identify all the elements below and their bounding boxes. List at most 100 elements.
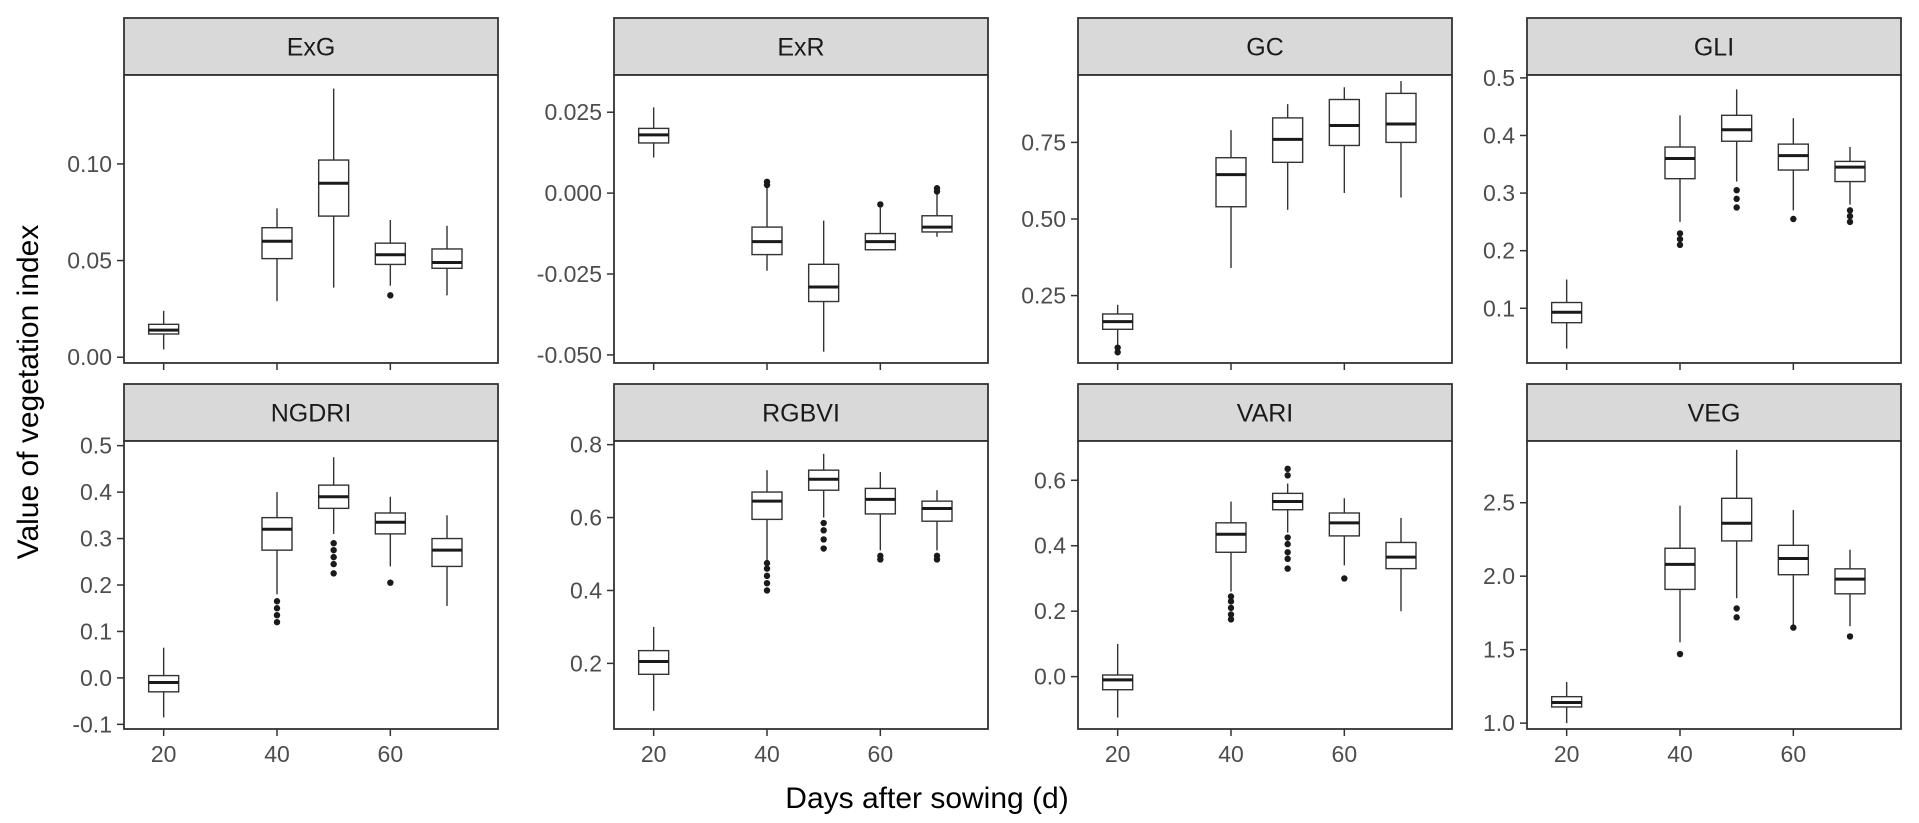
box-outlier — [330, 546, 337, 554]
panel-border — [613, 440, 989, 730]
box-outlier — [1227, 616, 1235, 623]
facet-strip-label: VEG — [1688, 400, 1741, 428]
box-outlier — [820, 536, 827, 543]
facet-strip — [123, 17, 499, 76]
box-iqr — [261, 226, 293, 260]
panel-border — [123, 440, 499, 730]
box-iqr — [864, 487, 897, 515]
boxplot-box — [374, 496, 407, 586]
box-iqr — [1664, 146, 1696, 180]
x-axis-title: Days after sowing (d) — [785, 782, 1068, 815]
box-outlier — [820, 527, 827, 534]
facet-panel: VARI 0.0 0.2 0.4 0.6 20 40 60 — [1034, 383, 1453, 767]
box-outlier — [1227, 604, 1235, 612]
facet-panel: GC 0.25 0.50 0.75 — [1021, 17, 1453, 370]
x-tick-label: 60 — [868, 741, 894, 767]
x-tick-label: 60 — [378, 741, 404, 767]
y-tick-label: 0.75 — [1021, 129, 1066, 155]
box-outlier — [820, 519, 827, 527]
box-iqr — [1215, 157, 1247, 208]
boxplot-box — [1271, 465, 1304, 572]
box-iqr — [431, 537, 463, 568]
y-tick-label: 0.3 — [1483, 180, 1515, 206]
facet-strip — [1526, 383, 1902, 442]
box-outlier — [1733, 614, 1740, 621]
box-iqr — [807, 263, 840, 303]
y-tick-label: 0.1 — [1483, 295, 1515, 321]
box-iqr — [1215, 522, 1247, 553]
box-outlier — [1284, 465, 1291, 473]
boxplot-box — [261, 492, 293, 626]
y-tick-label: 0.4 — [80, 479, 112, 505]
y-tick-label: 0.1 — [80, 618, 112, 644]
box-iqr — [317, 159, 350, 217]
box-iqr — [261, 516, 293, 551]
boxplot-box — [317, 457, 350, 577]
y-tick-label: 0.4 — [1483, 122, 1515, 148]
boxplot-box — [1550, 681, 1583, 724]
facet-panel: NGDRI -0.1 0.0 0.1 0.2 0.3 0.4 0.5 20 40 60 — [72, 383, 499, 767]
y-tick-label: 1.0 — [1483, 710, 1515, 736]
box-outlier — [763, 565, 771, 572]
x-tick-label: 60 — [1332, 741, 1358, 767]
box-outlier — [1846, 212, 1854, 220]
y-tick-label: 0.25 — [1021, 283, 1066, 309]
plot-area — [124, 441, 498, 729]
y-tick-label: 0.025 — [544, 99, 602, 125]
boxplot-box — [317, 88, 350, 288]
box-iqr — [431, 248, 463, 269]
plot-area — [1078, 441, 1452, 729]
boxplot-box — [431, 225, 463, 296]
panel-border — [613, 74, 989, 364]
facet-strip-label: NGDRI — [271, 400, 352, 428]
box-outlier — [1676, 241, 1684, 249]
y-tick-label: 0.000 — [544, 180, 602, 206]
box-outlier — [763, 559, 771, 567]
box-outlier — [330, 560, 337, 568]
boxplot-box — [1834, 147, 1866, 226]
box-outlier — [1284, 472, 1291, 479]
box-outlier — [330, 539, 337, 547]
boxplot-box — [1777, 510, 1810, 631]
boxplot-box — [637, 626, 670, 711]
facet-panel: RGBVI 0.2 0.4 0.6 0.8 20 40 60 — [570, 383, 989, 767]
boxplot-box — [261, 208, 293, 302]
boxplot-box — [1720, 449, 1753, 621]
box-outlier — [763, 181, 771, 189]
y-tick-label: 0.50 — [1021, 206, 1066, 232]
box-outlier — [1284, 555, 1291, 563]
facet-strip-label: RGBVI — [762, 400, 840, 428]
box-iqr — [1328, 98, 1361, 147]
boxplot-box — [637, 107, 670, 158]
y-tick-label: 0.2 — [1483, 238, 1515, 264]
boxplot-box — [147, 310, 180, 350]
box-outlier — [1846, 633, 1854, 640]
panel-border — [1526, 440, 1902, 730]
y-axis-title: Value of vegetation index — [12, 225, 45, 560]
box-outlier — [1227, 593, 1235, 600]
y-tick-label: 0.4 — [1034, 533, 1066, 559]
x-tick-label: 20 — [1554, 741, 1580, 767]
y-tick-label: 2.5 — [1483, 490, 1515, 516]
box-outlier — [1733, 187, 1740, 194]
facet-strip — [613, 383, 989, 442]
box-outlier — [273, 605, 281, 612]
box-outlier — [273, 618, 281, 626]
box-outlier — [1846, 218, 1854, 226]
panel-border — [1526, 74, 1902, 364]
boxplot-box — [147, 647, 180, 718]
boxplot-box — [1550, 279, 1583, 349]
boxplot-box — [864, 471, 897, 563]
x-tick-label: 40 — [1667, 741, 1693, 767]
box-iqr — [751, 491, 783, 521]
y-tick-label: -0.025 — [537, 261, 602, 287]
box-outlier — [1284, 534, 1291, 541]
y-tick-label: 0.8 — [570, 432, 602, 458]
boxplot-box — [921, 490, 953, 563]
plot-area — [1527, 75, 1901, 363]
facet-panel: ExR -0.050 -0.025 0.000 0.025 — [537, 17, 989, 370]
y-tick-label: 0.05 — [67, 248, 112, 274]
facet-strip-label: VARI — [1237, 400, 1294, 428]
box-outlier — [273, 611, 281, 619]
